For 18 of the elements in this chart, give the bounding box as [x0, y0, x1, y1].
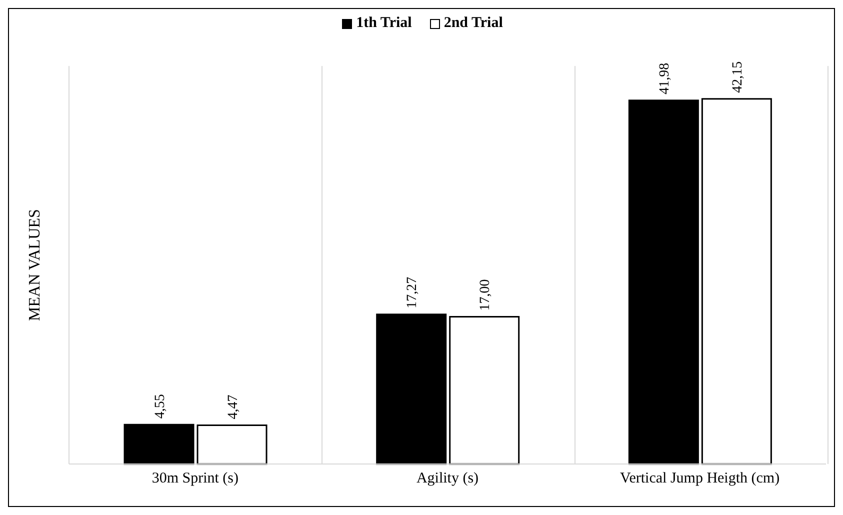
- data-label: 17,00: [478, 279, 494, 311]
- bar: [628, 100, 699, 465]
- bar: [701, 98, 772, 465]
- x-tick-label: 30m Sprint (s): [152, 470, 239, 487]
- bar: [376, 314, 447, 465]
- legend-label: 1th Trial: [355, 15, 412, 32]
- x-tick-label: Agility (s): [416, 470, 479, 487]
- data-label: 4,55: [152, 394, 168, 419]
- bar: [449, 316, 520, 465]
- data-label: 41,98: [658, 62, 673, 94]
- legend-label: 2nd Trial: [442, 15, 503, 32]
- bar: [124, 424, 194, 465]
- data-label: 4,47: [226, 394, 241, 420]
- bar: [196, 424, 268, 465]
- data-label: 42,15: [730, 61, 746, 93]
- x-tick-label: Vertical Jump Heigth (cm): [620, 470, 780, 487]
- y-axis-title: MEAN VALUES: [26, 209, 44, 321]
- data-label: 17,27: [405, 276, 420, 308]
